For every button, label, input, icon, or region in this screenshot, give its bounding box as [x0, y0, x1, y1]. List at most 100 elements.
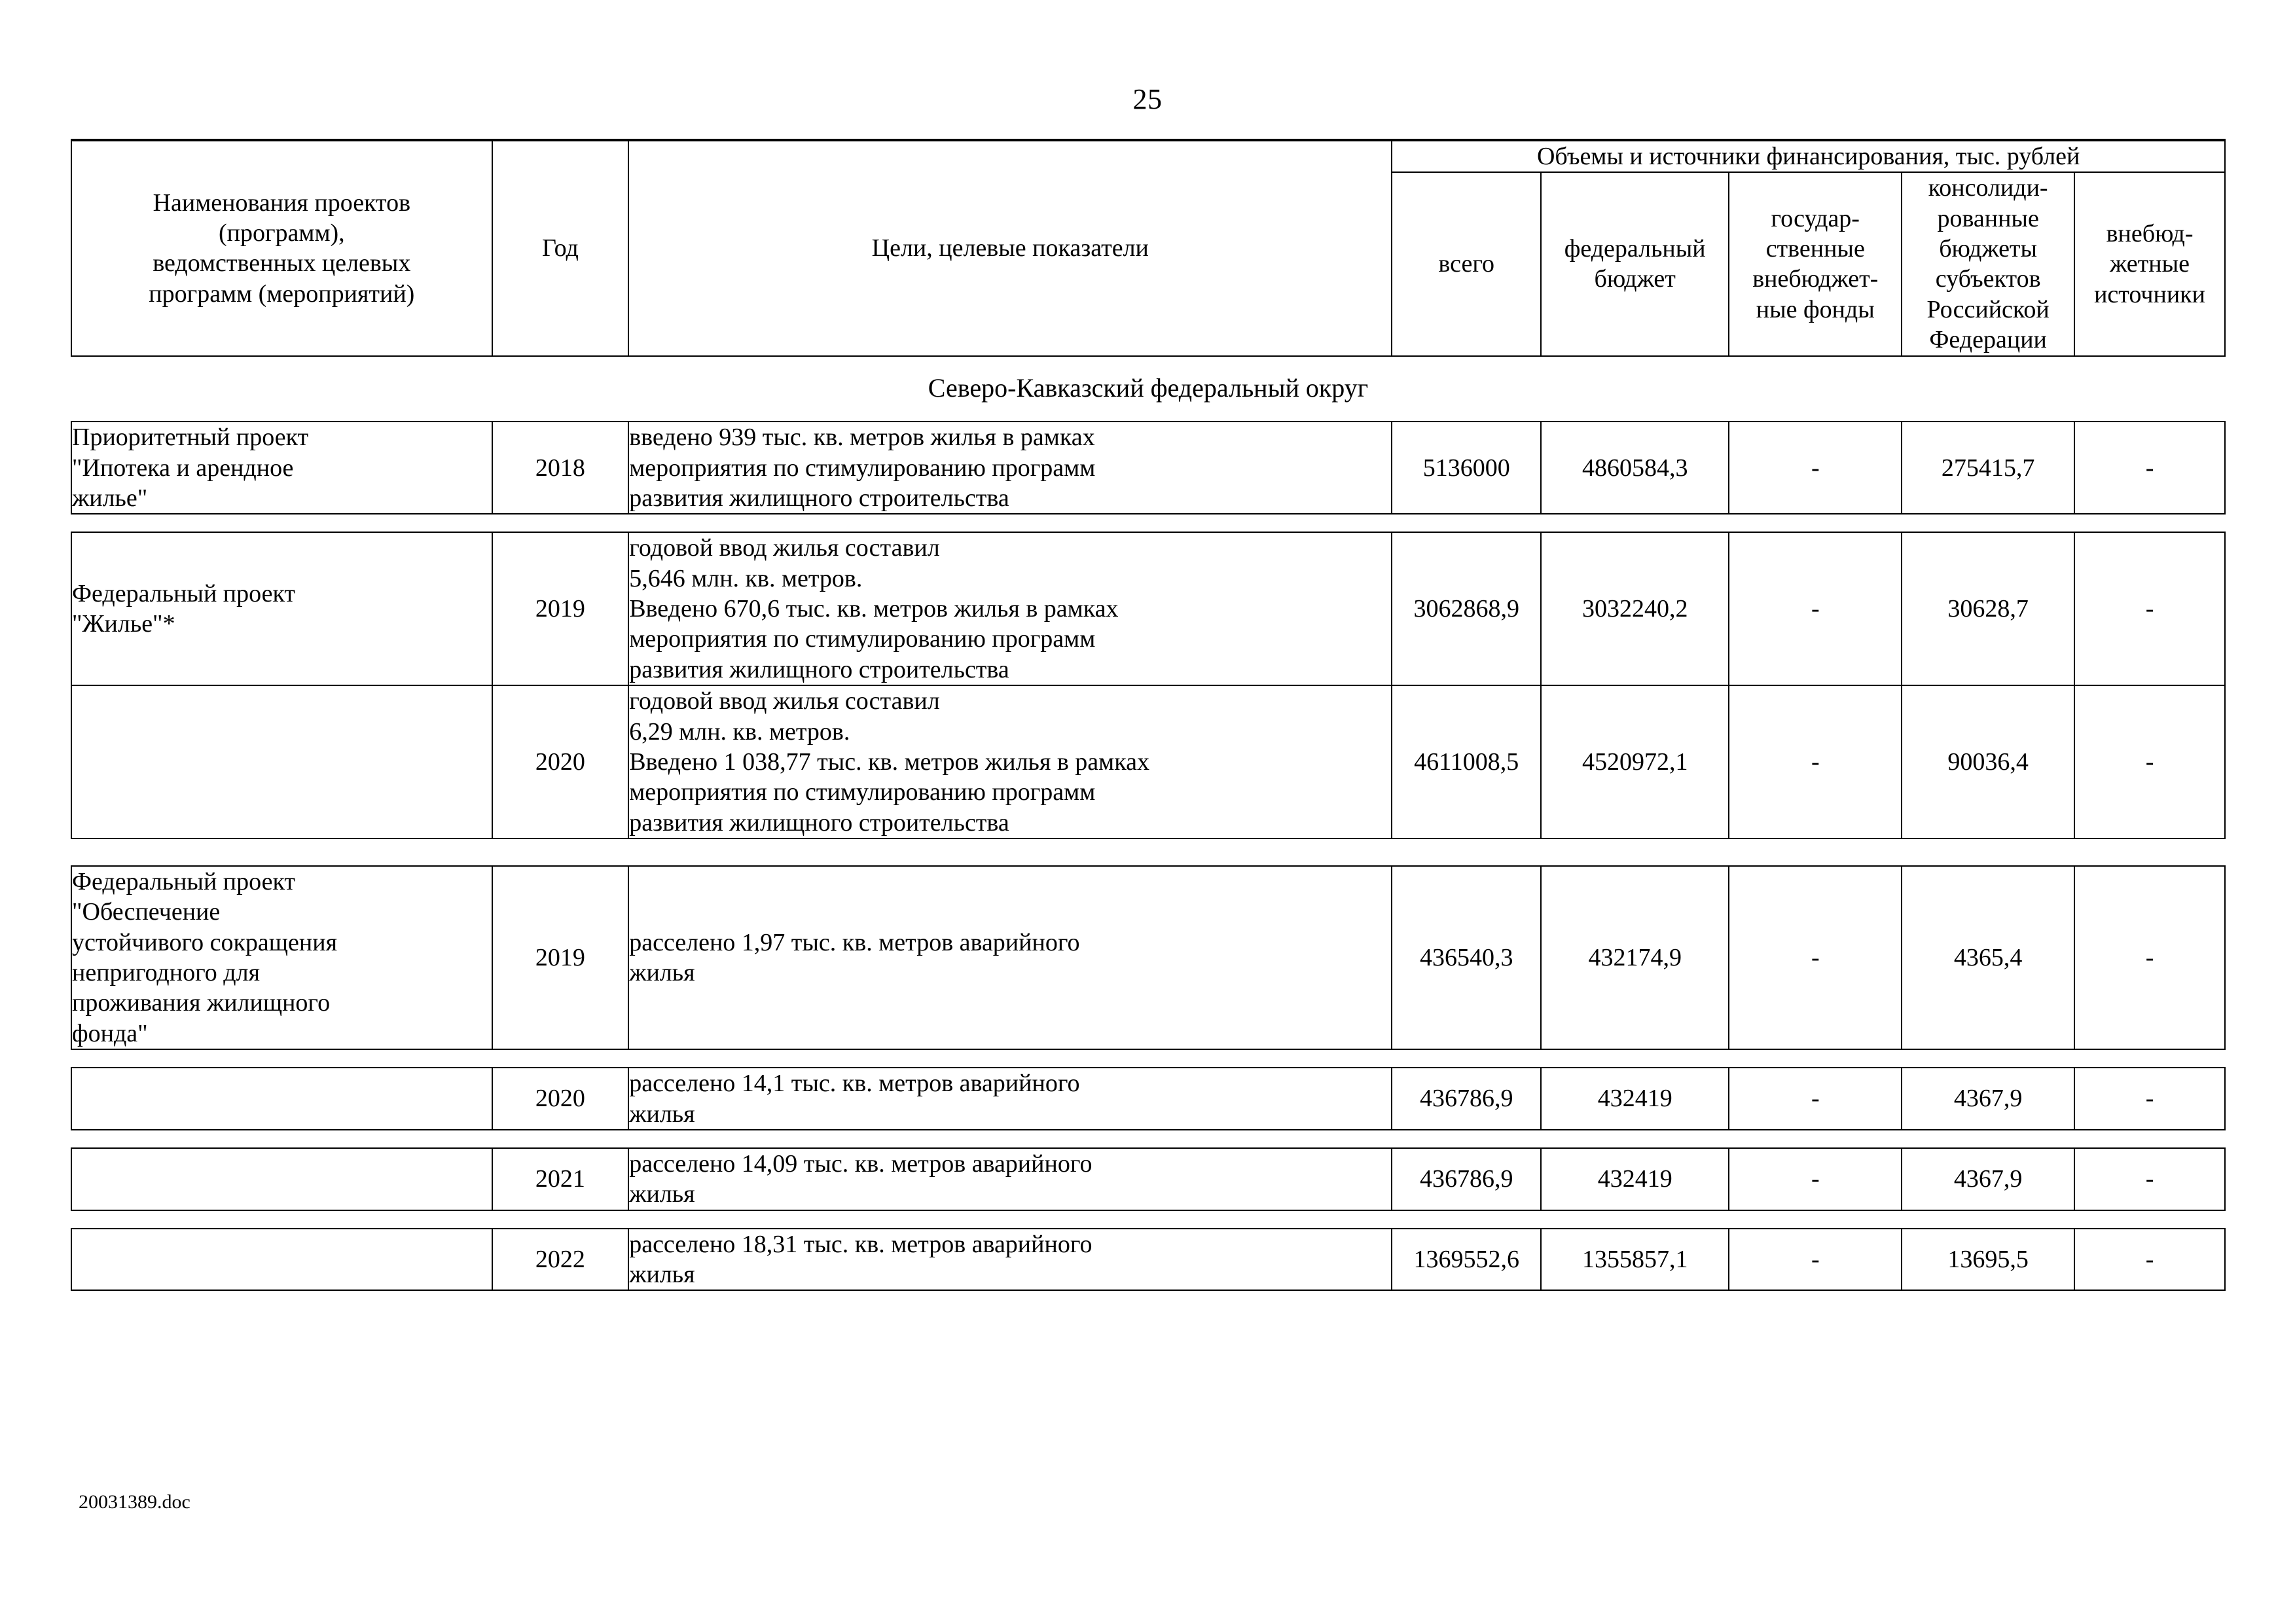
- goal-line: мероприятия по стимулированию программ: [629, 778, 1096, 806]
- column-header-extrabudget-sources: внебюд- жетные источники: [2074, 171, 2226, 357]
- cell-federal-budget: 1355857,1: [1540, 1227, 1730, 1291]
- header-row-top: Наименования проектов (программ), ведомс…: [71, 138, 2226, 357]
- row-spacer: [71, 1210, 2225, 1229]
- cell-project-name: [71, 685, 493, 839]
- cell-year: 2021: [491, 1147, 630, 1211]
- cell-year: 2019: [491, 532, 630, 687]
- header-funds-line-3: внебюджет-: [1752, 265, 1879, 293]
- section-title-row: Северо-Кавказский федеральный округ: [71, 356, 2225, 422]
- financing-table: Наименования проектов (программ), ведомс…: [71, 138, 2226, 1291]
- column-header-state-extrabudget-funds: государ- ственные внебюджет- ные фонды: [1728, 171, 1903, 357]
- header-extra-line-2: жетные: [2110, 250, 2190, 278]
- goal-line: жилья: [629, 959, 695, 987]
- project-name-line: непригодного для: [72, 959, 261, 987]
- column-header-year: Год: [491, 139, 630, 357]
- header-consol-line-3: бюджеты: [1939, 235, 2038, 263]
- project-name-line: Приоритетный проект: [72, 424, 309, 452]
- table-row: 2021 расселено 14,09 тыс. кв. метров авар…: [71, 1147, 2226, 1211]
- header-name-line-1: Наименования проектов: [153, 189, 411, 217]
- row-spacer-cell: [71, 1049, 2225, 1068]
- header-consol-line-1: консолиди-: [1928, 174, 2048, 202]
- cell-total: 1369552,6: [1391, 1227, 1542, 1291]
- cell-extrabudget-sources: -: [2074, 1147, 2226, 1211]
- cell-consolidated-budgets: 4365,4: [1901, 865, 2076, 1051]
- cell-consolidated-budgets: 4367,9: [1901, 1147, 2076, 1211]
- header-extra-line-1: внебюд-: [2106, 219, 2194, 247]
- cell-extrabudget-sources: -: [2074, 532, 2226, 687]
- cell-goals: расселено 14,1 тыс. кв. метров аварийног…: [628, 1067, 1393, 1130]
- cell-total: 5136000: [1391, 421, 1542, 515]
- goal-line: развития жилищного строительства: [629, 808, 1009, 837]
- header-consol-line-4: субъектов: [1935, 265, 2041, 293]
- cell-project-name: [71, 1227, 493, 1291]
- cell-year: 2020: [491, 1067, 630, 1130]
- table-body: Северо-Кавказский федеральный округ Прио…: [71, 356, 2226, 1291]
- cell-goals: годовой ввод жилья составил 6,29 млн. кв.…: [628, 685, 1393, 839]
- row-spacer-cell: [71, 1210, 2225, 1229]
- header-funds-line-2: ственные: [1765, 235, 1865, 263]
- goal-line: введено 939 тыс. кв. метров жилья в рамк…: [629, 424, 1095, 452]
- project-name-line: Федеральный проект: [72, 867, 296, 895]
- row-spacer: [71, 514, 2225, 532]
- header-funds-line-4: ные фонды: [1756, 295, 1875, 323]
- goal-line: развития жилищного строительства: [629, 655, 1009, 683]
- cell-goals: расселено 14,09 тыс. кв. метров аварийно…: [628, 1147, 1393, 1211]
- goal-line: 5,646 млн. кв. метров.: [629, 564, 863, 592]
- header-funds-line-1: государ-: [1771, 204, 1860, 232]
- cell-federal-budget: 432419: [1540, 1067, 1730, 1130]
- goal-line: жилья: [629, 1180, 695, 1208]
- cell-project-name: Федеральный проект "Обеспечение устойчивог…: [71, 865, 493, 1051]
- cell-project-name: [71, 1147, 493, 1211]
- project-name-line: устойчивого сокращения: [72, 928, 338, 956]
- goal-line: расселено 14,1 тыс. кв. метров аварийног…: [629, 1070, 1080, 1098]
- cell-consolidated-budgets: 4367,9: [1901, 1067, 2076, 1130]
- goal-line: расселено 1,97 тыс. кв. метров аварийног…: [629, 928, 1080, 956]
- header-name-line-2: (программ),: [218, 219, 345, 247]
- goal-line: расселено 14,09 тыс. кв. метров аварийно…: [629, 1149, 1093, 1178]
- cell-extrabudget-sources: -: [2074, 421, 2226, 515]
- table-row: 2020 годовой ввод жилья составил 6,29 млн.…: [71, 685, 2226, 839]
- column-header-funding-group: Объемы и источники финансирования, тыс. …: [1391, 138, 2226, 173]
- header-row-sub: всего федеральный бюджет государ- ственн…: [71, 171, 2226, 357]
- page-number: 25: [1132, 83, 1163, 115]
- header-consol-line-6: Федерации: [1929, 326, 2047, 354]
- goal-line: жилья: [629, 1100, 695, 1128]
- table-row: 2020 расселено 14,1 тыс. кв. метров авари…: [71, 1067, 2226, 1130]
- cell-year: 2019: [491, 865, 630, 1051]
- cell-consolidated-budgets: 13695,5: [1901, 1227, 2076, 1291]
- column-header-goals: Цели, целевые показатели: [628, 139, 1393, 357]
- row-spacer-cell: [71, 1130, 2225, 1148]
- cell-extrabudget-sources: -: [2074, 865, 2226, 1051]
- goal-line: годовой ввод жилья составил: [629, 534, 940, 562]
- column-header-federal-budget: федеральный бюджет: [1540, 171, 1730, 357]
- cell-goals: расселено 18,31 тыс. кв. метров аварийно…: [628, 1227, 1393, 1291]
- cell-consolidated-budgets: 90036,4: [1901, 685, 2076, 839]
- cell-total: 436786,9: [1391, 1147, 1542, 1211]
- cell-extrabudget-sources: -: [2074, 1227, 2226, 1291]
- cell-state-extrabudget-funds: -: [1728, 421, 1903, 515]
- goal-line: жилья: [629, 1260, 695, 1288]
- project-name-line: фонда": [72, 1019, 148, 1047]
- cell-federal-budget: 4860584,3: [1540, 421, 1730, 515]
- cell-project-name: Федеральный проект "Жилье"*: [71, 532, 493, 687]
- header-federal-line-1: федеральный: [1564, 235, 1706, 263]
- table-row: Приоритетный проект "Ипотека и арендное жи…: [71, 421, 2226, 515]
- goal-line: расселено 18,31 тыс. кв. метров аварийно…: [629, 1230, 1093, 1258]
- section-title: Северо-Кавказский федеральный округ: [928, 372, 1369, 403]
- cell-state-extrabudget-funds: -: [1728, 1227, 1903, 1291]
- cell-extrabudget-sources: -: [2074, 1067, 2226, 1130]
- header-name-line-4: программ (мероприятий): [149, 280, 415, 308]
- cell-consolidated-budgets: 275415,7: [1901, 421, 2076, 515]
- column-header-total: всего: [1391, 171, 1542, 357]
- goal-line: мероприятия по стимулированию программ: [629, 454, 1096, 482]
- row-spacer-cell: [71, 514, 2225, 532]
- cell-federal-budget: 432174,9: [1540, 865, 1730, 1051]
- cell-total: 3062868,9: [1391, 532, 1542, 687]
- row-spacer: [71, 1049, 2225, 1068]
- cell-project-name: Приоритетный проект "Ипотека и арендное жи…: [71, 421, 493, 515]
- cell-state-extrabudget-funds: -: [1728, 532, 1903, 687]
- cell-consolidated-budgets: 30628,7: [1901, 532, 2076, 687]
- header-federal-line-2: бюджет: [1594, 265, 1676, 293]
- cell-federal-budget: 4520972,1: [1540, 685, 1730, 839]
- header-extra-line-3: источники: [2094, 280, 2205, 308]
